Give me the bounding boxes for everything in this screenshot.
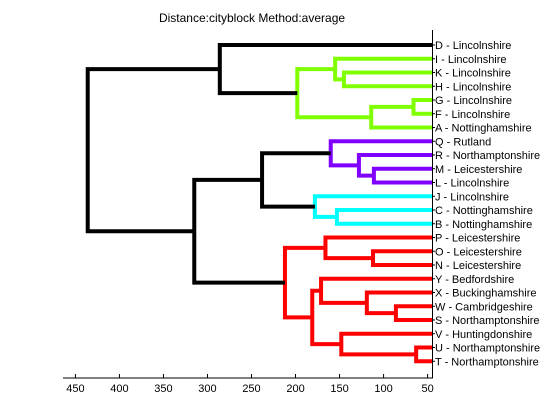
leaf-label: K - Lincolnshire <box>435 68 511 80</box>
x-axis: 450 400 350 300 250 200 150 100 50 <box>63 30 434 395</box>
dendrogram-link <box>312 194 432 219</box>
x-tick-label: 200 <box>286 383 304 395</box>
x-tick-label: 50 <box>421 383 433 395</box>
leaf-label: B - Nottinghamshire <box>435 219 532 231</box>
dendrogram-links <box>85 43 432 364</box>
x-tick-label: 400 <box>110 383 128 395</box>
leaf-label: G - Lincolnshire <box>435 95 512 107</box>
dendrogram-link <box>323 235 432 261</box>
leaf-label: M - Leicestershire <box>435 164 522 176</box>
dendrogram-link <box>310 288 342 347</box>
dendrogram-link <box>371 166 432 185</box>
leaf-label: F - Lincolnshire <box>435 109 510 121</box>
leaf-label: P - Leicestershire <box>435 233 520 245</box>
leaf-label: T - Northamptonshire <box>435 356 539 368</box>
dendrogram-link <box>393 304 432 322</box>
dendrogram-link <box>369 104 432 130</box>
chart-title: Distance:cityblock Method:average <box>159 11 345 25</box>
leaf-label: U - Northamptonshire <box>435 343 540 355</box>
leaf-label: Y - Bedfordshire <box>435 274 514 286</box>
dendrogram-link <box>192 177 285 285</box>
leaf-label: W - Cambridgeshire <box>435 301 533 313</box>
leaf-label: D - Lincolnshire <box>435 40 511 52</box>
dendrogram-link <box>85 67 220 234</box>
x-tick-label: 250 <box>242 383 260 395</box>
dendrogram-link <box>364 290 432 316</box>
leaf-label: J - Lincolnshire <box>435 191 509 203</box>
dendrogram-link <box>334 208 432 226</box>
dendrogram-link <box>411 98 432 116</box>
x-tick-label: 150 <box>330 383 348 395</box>
x-tick-label: 350 <box>154 383 172 395</box>
dendrogram-link <box>339 331 432 357</box>
x-tick-label: 450 <box>66 383 84 395</box>
leaf-label: S - Northamptonshire <box>435 315 540 327</box>
leaf-labels: D - Lincolnshire I - Lincolnshire K - Linc… <box>432 40 540 368</box>
dendrogram-link <box>260 151 331 209</box>
dendrogram-link <box>414 345 432 364</box>
x-tick-label: 300 <box>198 383 216 395</box>
x-tick-label: 100 <box>374 383 392 395</box>
leaf-label: R - Northamptonshire <box>435 150 540 162</box>
dendrogram-link <box>371 249 432 267</box>
leaf-label: V - Huntingdonshire <box>435 329 532 341</box>
leaf-label: A - Nottinghamshire <box>435 123 532 135</box>
leaf-label: L - Lincolnshire <box>435 178 509 190</box>
leaf-label: C - Nottinghamshire <box>435 205 533 217</box>
dendrogram-link <box>333 56 432 82</box>
dendrogram-link <box>356 153 432 178</box>
leaf-label: H - Lincolnshire <box>435 81 511 93</box>
leaf-label: O - Leicestershire <box>435 246 522 258</box>
leaf-label: X - Buckinghamshire <box>435 288 537 300</box>
leaf-label: N - Leicestershire <box>435 260 521 272</box>
leaf-label: Q - Rutland <box>435 136 491 148</box>
dendrogram-link <box>341 70 432 89</box>
leaf-label: I - Lincolnshire <box>435 54 507 66</box>
